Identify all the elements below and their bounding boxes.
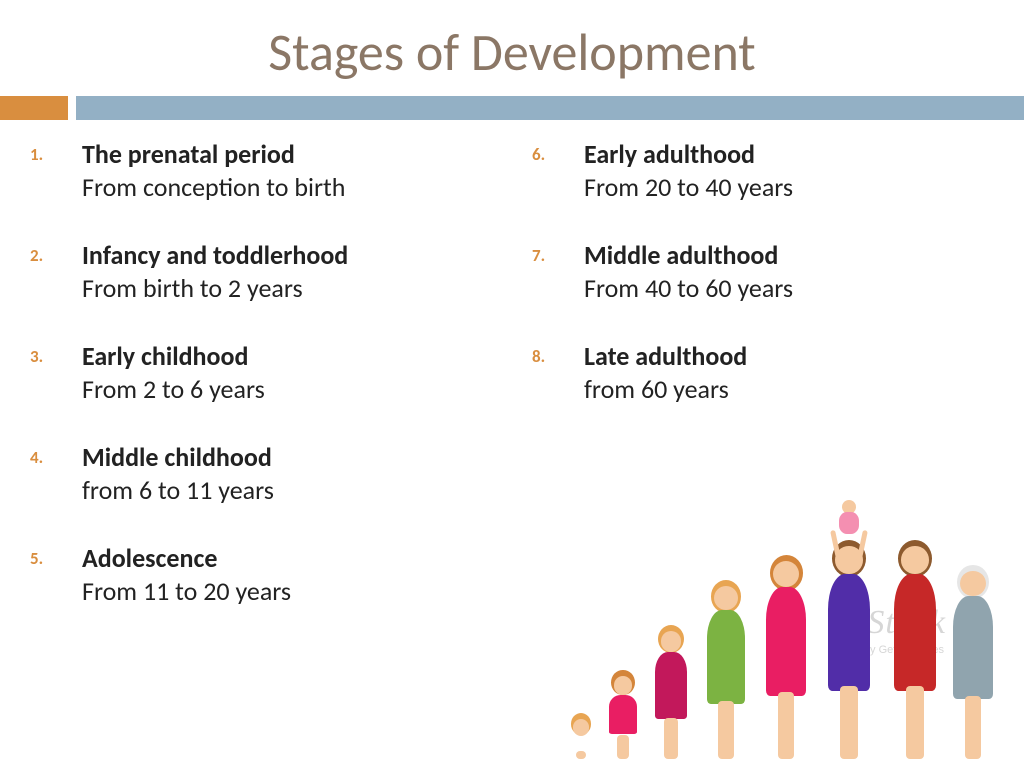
left-column: 1.The prenatal periodFrom conception to … <box>30 138 502 643</box>
item-text: Middle childhoodfrom 6 to 11 years <box>82 441 274 506</box>
stage-description: from 60 years <box>584 373 747 406</box>
growth-figure <box>652 629 690 759</box>
stage-title: Infancy and toddlerhood <box>82 239 348 272</box>
accent-bar <box>0 96 1024 120</box>
stage-description: From 11 to 20 years <box>82 575 291 608</box>
growth-figure <box>704 584 748 759</box>
item-text: Early childhoodFrom 2 to 6 years <box>82 340 265 405</box>
item-number: 5. <box>30 542 82 569</box>
item-text: Middle adulthoodFrom 40 to 60 years <box>584 239 793 304</box>
list-item: 8.Late adulthoodfrom 60 years <box>532 340 1004 405</box>
stage-title: Middle adulthood <box>584 239 793 272</box>
item-number: 7. <box>532 239 584 266</box>
stage-description: From 20 to 40 years <box>584 171 793 204</box>
stage-description: From birth to 2 years <box>82 272 348 305</box>
item-number: 2. <box>30 239 82 266</box>
stage-description: From 2 to 6 years <box>82 373 265 406</box>
stage-description: From conception to birth <box>82 171 345 204</box>
item-text: AdolescenceFrom 11 to 20 years <box>82 542 291 607</box>
stage-description: from 6 to 11 years <box>82 474 274 507</box>
item-text: Infancy and toddlerhoodFrom birth to 2 y… <box>82 239 348 304</box>
list-item: 1.The prenatal periodFrom conception to … <box>30 138 502 203</box>
item-number: 3. <box>30 340 82 367</box>
item-number: 4. <box>30 441 82 468</box>
item-number: 8. <box>532 340 584 367</box>
item-number: 6. <box>532 138 584 165</box>
stage-title: Early adulthood <box>584 138 793 171</box>
growth-figure <box>824 544 874 759</box>
growth-figure <box>762 559 810 759</box>
stage-title: Early childhood <box>82 340 265 373</box>
illustration: iStock by Getty Images <box>566 499 996 759</box>
stage-description: From 40 to 60 years <box>584 272 793 305</box>
growth-figure <box>566 717 596 759</box>
list-item: 3.Early childhoodFrom 2 to 6 years <box>30 340 502 405</box>
list-item: 2.Infancy and toddlerhoodFrom birth to 2… <box>30 239 502 304</box>
growth-figure <box>950 569 996 759</box>
stage-title: The prenatal period <box>82 138 345 171</box>
list-item: 5.AdolescenceFrom 11 to 20 years <box>30 542 502 607</box>
list-item: 4.Middle childhoodfrom 6 to 11 years <box>30 441 502 506</box>
growth-figure <box>890 544 940 759</box>
item-text: Late adulthoodfrom 60 years <box>584 340 747 405</box>
item-number: 1. <box>30 138 82 165</box>
list-item: 7.Middle adulthoodFrom 40 to 60 years <box>532 239 1004 304</box>
held-baby <box>836 500 862 534</box>
item-text: Early adulthoodFrom 20 to 40 years <box>584 138 793 203</box>
page-title: Stages of Development <box>0 0 1024 96</box>
accent-orange <box>0 96 68 120</box>
stage-title: Middle childhood <box>82 441 274 474</box>
growth-figure <box>606 674 640 759</box>
stage-title: Adolescence <box>82 542 291 575</box>
item-text: The prenatal periodFrom conception to bi… <box>82 138 345 203</box>
list-item: 6.Early adulthoodFrom 20 to 40 years <box>532 138 1004 203</box>
accent-blue <box>76 96 1024 120</box>
stage-title: Late adulthood <box>584 340 747 373</box>
